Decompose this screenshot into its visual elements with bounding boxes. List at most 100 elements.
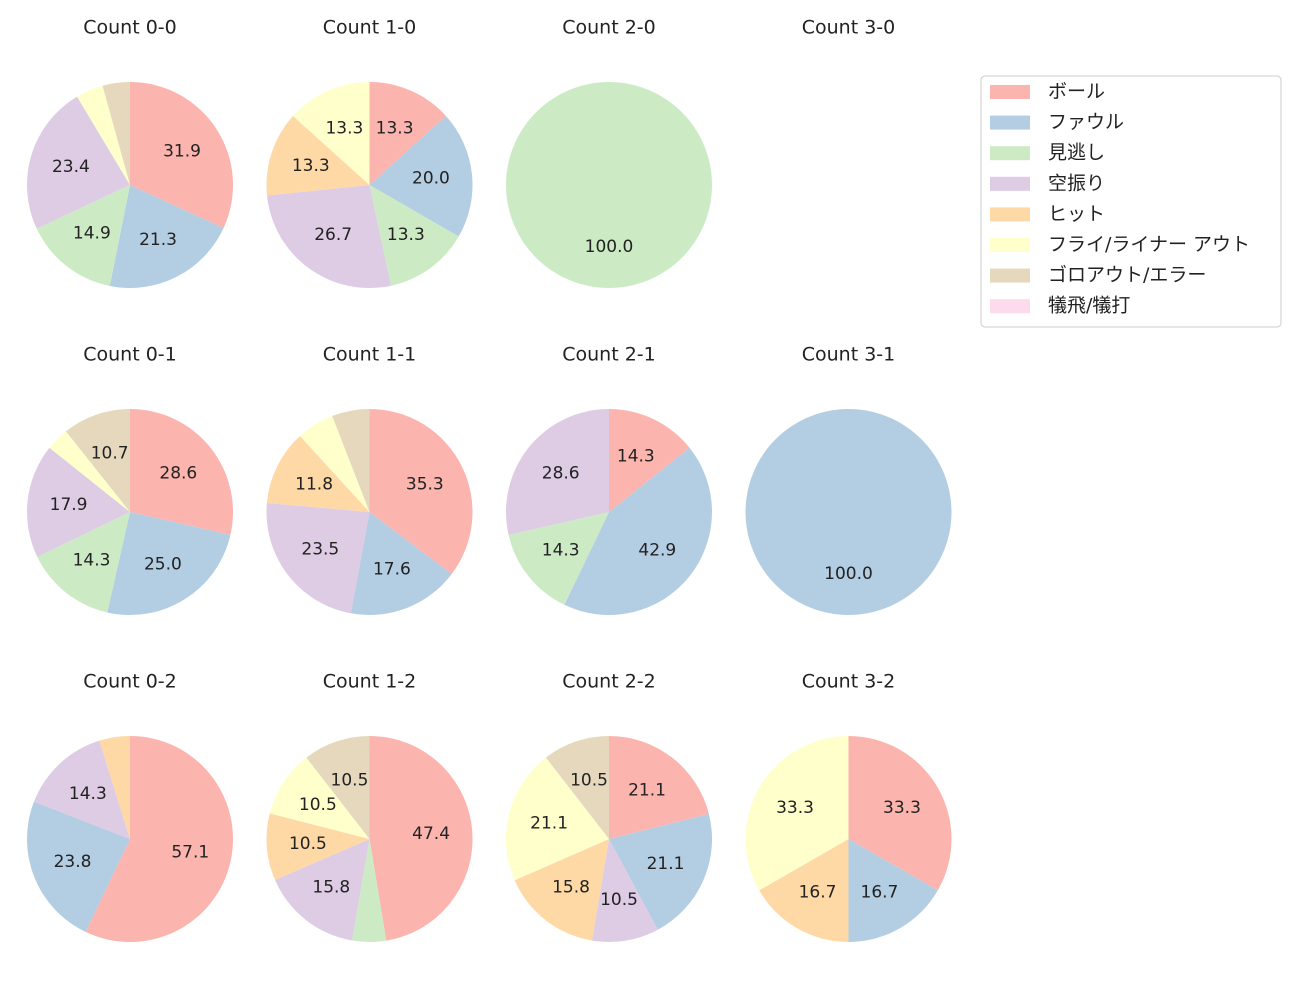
value-label: 23.5: [301, 539, 339, 559]
value-label: 13.3: [387, 225, 425, 245]
chart-title: Count 1-1: [323, 344, 417, 366]
pie-slice: [130, 409, 234, 535]
chart-title: Count 2-1: [562, 344, 656, 366]
legend-label: ゴロアウト/エラー: [1048, 264, 1206, 286]
pie-slice: [369, 409, 473, 575]
value-label: 26.7: [314, 225, 352, 245]
pie-slice: [505, 409, 609, 535]
pie-slice: [109, 185, 224, 288]
value-label: 10.5: [570, 771, 608, 791]
pie-slice: [848, 839, 938, 942]
pie-slice: [505, 757, 609, 881]
legend-label: ボール: [1048, 81, 1105, 103]
legend-label: ファウル: [1048, 111, 1124, 133]
pie-slice: [274, 839, 370, 941]
pie-slice: [27, 447, 131, 557]
pie-slice: [609, 813, 712, 930]
pie-slice: [36, 185, 130, 286]
value-label: 21.1: [530, 814, 568, 834]
pie-slice: [609, 736, 709, 839]
value-label: 14.3: [69, 784, 107, 804]
chart-title: Count 3-1: [802, 344, 896, 366]
value-label: 33.3: [883, 798, 921, 818]
pie-slice: [609, 409, 690, 512]
value-label: 10.5: [299, 795, 337, 815]
pie-slice: [293, 82, 370, 185]
pie-slice: [33, 740, 130, 839]
chart-title: Count 1-0: [323, 17, 417, 39]
legend-label: 見逃し: [1048, 142, 1105, 164]
value-label: 13.3: [376, 119, 414, 139]
pie-slice: [545, 736, 609, 839]
pie-slice: [269, 757, 370, 839]
legend-label: 犠飛/犠打: [1048, 295, 1130, 317]
value-label: 13.3: [292, 156, 330, 176]
pie-slice: [350, 512, 452, 615]
pie-slice: [506, 82, 712, 288]
chart-title: Count 1-2: [323, 671, 417, 693]
value-label: 23.4: [52, 157, 90, 177]
pie-slice: [759, 839, 849, 943]
value-label: 21.1: [647, 854, 685, 874]
value-label: 15.8: [312, 878, 350, 898]
legend-swatch: [990, 176, 1030, 191]
chart-title: Count 0-1: [83, 344, 177, 366]
legend-swatch: [990, 115, 1030, 130]
chart-title: Count 0-0: [83, 17, 177, 39]
value-label: 10.7: [91, 444, 129, 464]
value-label: 20.0: [412, 169, 450, 189]
value-label: 10.5: [289, 834, 327, 854]
legend-swatch: [990, 299, 1030, 314]
pie-slice: [332, 409, 370, 512]
chart-title: Count 2-2: [562, 671, 656, 693]
value-label: 13.3: [325, 119, 363, 139]
pie-slice: [369, 82, 446, 185]
value-label: 17.9: [50, 495, 88, 515]
pie-slice: [107, 512, 231, 616]
value-label: 11.8: [295, 475, 333, 495]
pie-slice: [848, 736, 952, 891]
pie-slice: [77, 85, 130, 185]
value-label: 25.0: [144, 554, 182, 574]
value-label: 33.3: [776, 798, 814, 818]
pie-slice: [514, 839, 609, 941]
pie-slice: [266, 436, 370, 512]
chart-title: Count 0-2: [83, 671, 177, 693]
chart-title: Count 3-2: [802, 671, 896, 693]
value-label: 21.3: [139, 230, 177, 250]
legend-swatch: [990, 85, 1030, 99]
pie-slice: [564, 447, 712, 615]
pie-slice: [352, 839, 387, 943]
legend-box: [980, 75, 1282, 328]
value-label: 31.9: [163, 142, 201, 162]
pie-slice: [102, 82, 130, 185]
pie-slice: [369, 185, 459, 286]
pie-slice: [267, 185, 392, 289]
legend-label: フライ/ライナー アウト: [1048, 234, 1250, 256]
legend-swatch: [990, 146, 1030, 161]
value-label: 47.4: [412, 824, 450, 844]
value-label: 21.1: [628, 780, 666, 800]
pie-slice: [266, 502, 370, 614]
pie-slice: [266, 115, 370, 196]
pie-slice: [745, 736, 849, 891]
pie-slice: [266, 813, 370, 880]
value-label: 10.5: [331, 771, 369, 791]
legend-swatch: [990, 238, 1030, 252]
pie-slice: [745, 409, 952, 615]
chart-title: Count 3-0: [802, 17, 896, 39]
value-label: 16.7: [861, 882, 899, 902]
value-label: 14.3: [542, 541, 580, 561]
pie-slice: [130, 82, 233, 229]
pie-slice: [27, 96, 131, 229]
value-label: 23.8: [54, 852, 92, 872]
value-label: 35.3: [406, 474, 444, 494]
value-label: 16.7: [799, 882, 837, 902]
value-label: 28.6: [542, 463, 580, 483]
pie-slice: [85, 736, 234, 942]
legend-swatch: [990, 268, 1030, 283]
value-label: 15.8: [552, 878, 590, 898]
pie-slice: [369, 736, 473, 941]
pie-slice: [65, 409, 130, 512]
